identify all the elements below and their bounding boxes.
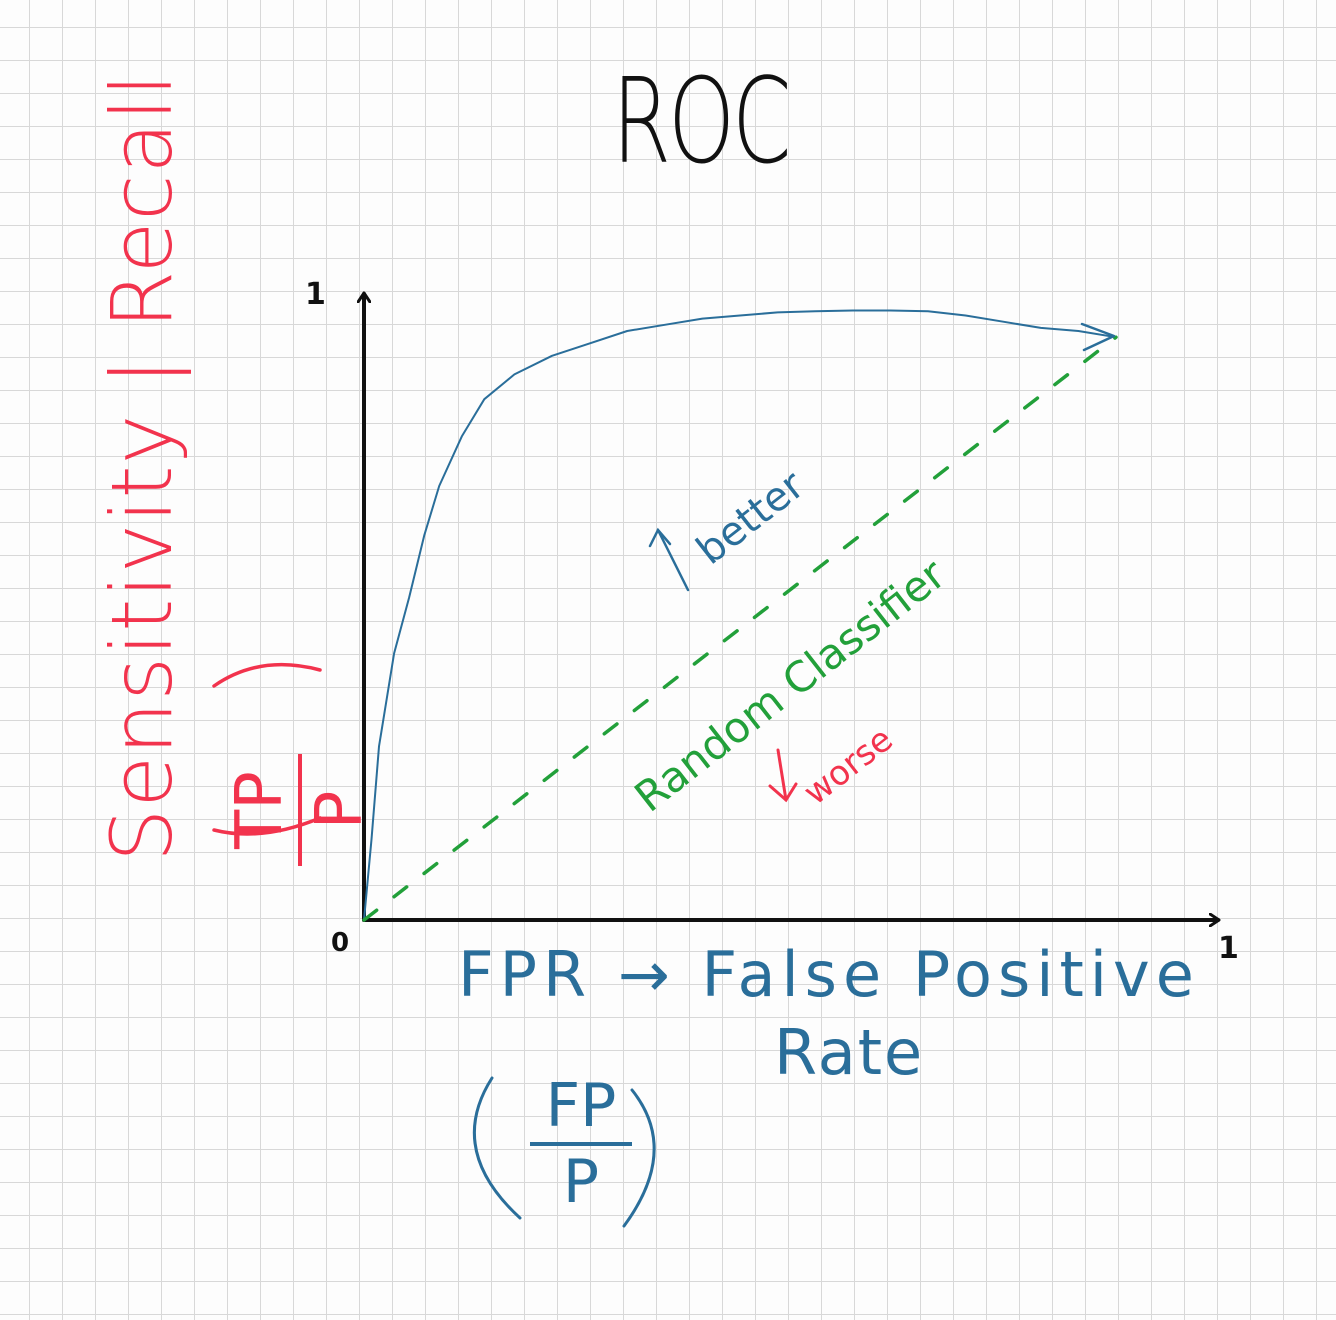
roc-curve-arrowhead [1080, 322, 1116, 352]
x-formula-numerator: FP [545, 1071, 617, 1141]
series-layer [362, 309, 1118, 922]
x-axis-label-line2: Rate [774, 1016, 925, 1089]
x-axis-label-line1: FPR → False Positive [458, 938, 1200, 1011]
worse-arrow [768, 748, 798, 803]
x-formula-parentheses [472, 1076, 656, 1228]
y-formula-parentheses [212, 662, 322, 836]
y-axis-label: Sensitivity | Recall [93, 72, 191, 862]
chart-title: ROC [612, 52, 791, 190]
x-tick-0: 0 [331, 928, 350, 958]
x-formula-bar [530, 1142, 632, 1146]
better-arrow [648, 527, 690, 592]
y-formula-bar [298, 754, 302, 866]
y-formula-numerator: TP [223, 771, 297, 849]
y-tick-1: 1 [305, 277, 326, 312]
x-formula: FP P [526, 1076, 636, 1212]
random-classifier-line [362, 335, 1118, 922]
x-formula-denominator: P [562, 1147, 600, 1217]
y-formula: TP P [223, 750, 377, 870]
y-formula-denominator: P [303, 790, 377, 830]
x-tick-1: 1 [1218, 931, 1239, 966]
roc-curve [363, 309, 1117, 921]
